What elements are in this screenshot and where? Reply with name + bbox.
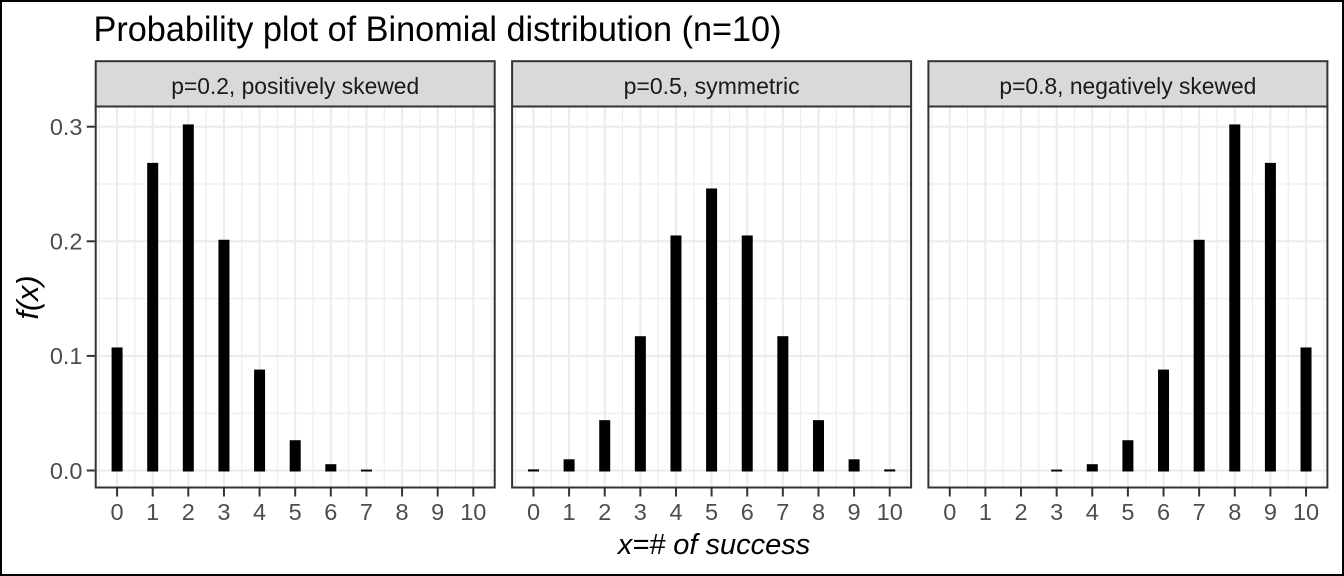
svg-text:5: 5 xyxy=(705,499,718,525)
svg-text:3: 3 xyxy=(217,499,230,525)
svg-text:p=0.2, positively skewed: p=0.2, positively skewed xyxy=(171,73,419,99)
svg-text:10: 10 xyxy=(1293,499,1319,525)
svg-text:3: 3 xyxy=(634,499,647,525)
svg-text:5: 5 xyxy=(1121,499,1134,525)
svg-text:10: 10 xyxy=(460,499,486,525)
svg-text:4: 4 xyxy=(669,499,682,525)
svg-text:6: 6 xyxy=(1157,499,1170,525)
svg-text:9: 9 xyxy=(431,499,444,525)
svg-text:0: 0 xyxy=(111,499,124,525)
svg-text:0: 0 xyxy=(527,499,540,525)
svg-text:p=0.8, negatively skewed: p=0.8, negatively skewed xyxy=(999,73,1256,99)
svg-text:2: 2 xyxy=(1014,499,1027,525)
svg-text:0: 0 xyxy=(943,499,956,525)
svg-text:2: 2 xyxy=(182,499,195,525)
svg-text:0.1: 0.1 xyxy=(50,343,83,369)
svg-text:8: 8 xyxy=(396,499,409,525)
svg-text:x=# of success: x=# of success xyxy=(616,529,811,561)
svg-text:5: 5 xyxy=(289,499,302,525)
svg-text:4: 4 xyxy=(1086,499,1099,525)
svg-text:1: 1 xyxy=(146,499,159,525)
svg-text:1: 1 xyxy=(563,499,576,525)
svg-text:1: 1 xyxy=(979,499,992,525)
svg-text:10: 10 xyxy=(877,499,903,525)
svg-text:7: 7 xyxy=(360,499,373,525)
svg-text:2: 2 xyxy=(598,499,611,525)
svg-text:f(x): f(x) xyxy=(11,275,45,319)
svg-text:3: 3 xyxy=(1050,499,1063,525)
svg-text:0.2: 0.2 xyxy=(50,229,83,255)
svg-text:6: 6 xyxy=(324,499,337,525)
svg-text:0.3: 0.3 xyxy=(50,114,83,140)
svg-text:9: 9 xyxy=(848,499,861,525)
svg-text:8: 8 xyxy=(812,499,825,525)
svg-text:9: 9 xyxy=(1264,499,1277,525)
svg-text:0.0: 0.0 xyxy=(50,458,83,484)
svg-text:7: 7 xyxy=(776,499,789,525)
svg-text:p=0.5, symmetric: p=0.5, symmetric xyxy=(624,73,800,99)
svg-text:Probability plot of Binomial d: Probability plot of Binomial distributio… xyxy=(94,9,782,49)
svg-text:4: 4 xyxy=(253,499,266,525)
svg-text:7: 7 xyxy=(1193,499,1206,525)
svg-text:8: 8 xyxy=(1228,499,1241,525)
svg-text:6: 6 xyxy=(741,499,754,525)
